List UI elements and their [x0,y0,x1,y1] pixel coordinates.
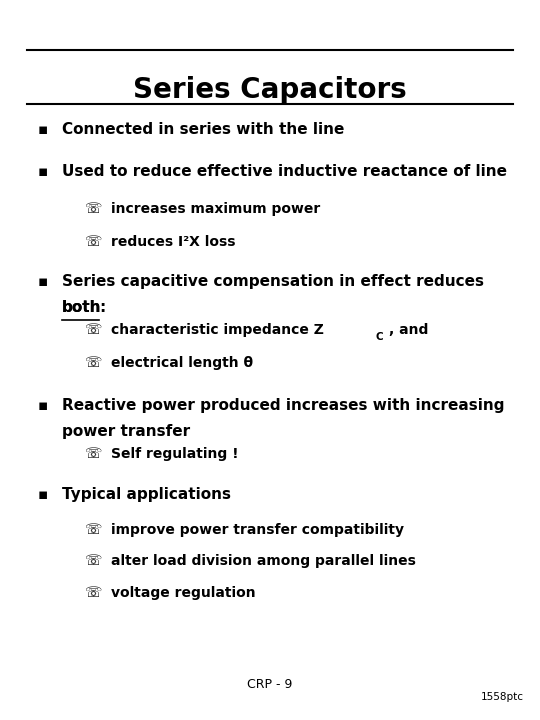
Text: ▪: ▪ [38,164,48,179]
Text: Series Capacitors: Series Capacitors [133,76,407,104]
Text: :: : [99,300,105,315]
Text: both: both [62,300,102,315]
Text: voltage regulation: voltage regulation [111,586,255,600]
Text: Self regulating !: Self regulating ! [111,447,238,461]
Text: CRP - 9: CRP - 9 [247,678,293,691]
Text: ☏: ☏ [84,323,101,337]
Text: reduces I²X loss: reduces I²X loss [111,235,235,248]
Text: ▪: ▪ [38,487,48,502]
Text: ☏: ☏ [84,523,101,536]
Text: ☏: ☏ [84,235,101,248]
Text: improve power transfer compatibility: improve power transfer compatibility [111,523,404,536]
Text: , and: , and [389,323,428,337]
Text: C: C [375,332,383,342]
Text: Reactive power produced increases with increasing: Reactive power produced increases with i… [62,398,504,413]
Text: characteristic impedance Z: characteristic impedance Z [111,323,323,337]
Text: both: both [62,300,102,315]
Text: 1558ptc: 1558ptc [481,692,524,702]
Text: ☏: ☏ [84,356,101,370]
Text: Series capacitive compensation in effect reduces: Series capacitive compensation in effect… [62,274,484,289]
Text: Used to reduce effective inductive reactance of line: Used to reduce effective inductive react… [62,164,507,179]
Text: ▪: ▪ [38,122,48,138]
Text: ▪: ▪ [38,274,48,289]
Text: electrical length θ: electrical length θ [111,356,253,370]
Text: ☏: ☏ [84,554,101,568]
Text: alter load division among parallel lines: alter load division among parallel lines [111,554,416,568]
Text: ☏: ☏ [84,447,101,461]
Text: ☏: ☏ [84,586,101,600]
Text: Connected in series with the line: Connected in series with the line [62,122,345,138]
Text: ▪: ▪ [38,398,48,413]
Text: power transfer: power transfer [62,424,190,439]
Text: ☏: ☏ [84,202,101,215]
Text: increases maximum power: increases maximum power [111,202,320,215]
Text: Typical applications: Typical applications [62,487,231,502]
